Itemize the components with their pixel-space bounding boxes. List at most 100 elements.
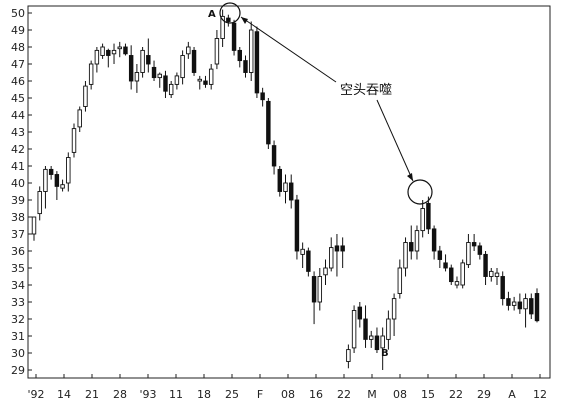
y-tick-label: 39 xyxy=(11,194,25,207)
candle xyxy=(334,234,340,277)
candle xyxy=(254,26,260,98)
x-tick-label: 12 xyxy=(533,388,547,401)
candle xyxy=(77,106,82,132)
candle xyxy=(174,72,180,90)
x-tick-label: 08 xyxy=(393,388,407,401)
candle-body-bullish xyxy=(346,349,351,362)
candle-body-bullish xyxy=(208,68,214,85)
candle xyxy=(420,200,425,238)
x-tick-label: 15 xyxy=(421,388,435,401)
candle-body-bearish xyxy=(443,262,448,269)
x-tick-label: 08 xyxy=(281,388,295,401)
candle-body-bullish xyxy=(174,75,180,85)
y-tick-label: 38 xyxy=(11,211,25,224)
candle xyxy=(226,14,231,27)
x-tick-label: 22 xyxy=(449,388,463,401)
candle-body-bearish xyxy=(237,49,242,62)
candle-body-bullish xyxy=(460,262,465,286)
candle xyxy=(197,75,202,90)
candle xyxy=(306,247,311,277)
candle xyxy=(391,293,397,336)
candle xyxy=(351,305,357,353)
candle xyxy=(60,179,65,192)
candle xyxy=(357,302,363,328)
candle xyxy=(151,60,157,81)
candle xyxy=(163,70,168,98)
candle xyxy=(346,344,351,369)
candle-body-bearish xyxy=(48,168,54,175)
candle xyxy=(271,140,277,175)
x-tick-label: 11 xyxy=(169,388,183,401)
candle-body-bearish xyxy=(449,267,454,283)
candle-body-bullish xyxy=(43,168,48,192)
x-tick-label: '92 xyxy=(27,388,44,401)
annotations: 空头吞噬 A B xyxy=(208,2,433,359)
candle xyxy=(443,254,448,272)
candle xyxy=(260,87,265,107)
candle-body-bullish xyxy=(168,83,174,96)
candle xyxy=(243,55,248,78)
candle xyxy=(517,293,523,314)
candle xyxy=(500,271,505,306)
candle xyxy=(369,330,374,348)
x-tick-label: A xyxy=(508,388,516,401)
candle-body-bearish xyxy=(500,276,505,300)
candle xyxy=(403,237,408,277)
candle xyxy=(71,123,77,158)
candle-body-bearish xyxy=(426,202,431,230)
candle-body-bearish xyxy=(477,245,483,255)
y-tick-label: 37 xyxy=(11,228,25,241)
y-tick-label: 40 xyxy=(11,177,25,190)
candle-body-bullish xyxy=(111,49,117,55)
y-tick-label: 36 xyxy=(11,245,25,258)
candle xyxy=(134,64,140,93)
candle xyxy=(414,225,420,260)
candle-body-bullish xyxy=(77,109,82,128)
candle-body-bullish xyxy=(31,216,37,235)
candle xyxy=(43,166,48,209)
candle xyxy=(140,47,145,78)
candle xyxy=(511,296,517,311)
candle xyxy=(186,41,191,59)
y-tick-label: 46 xyxy=(11,75,25,88)
candle xyxy=(431,225,437,260)
candle-body-bullish xyxy=(197,78,202,82)
candle xyxy=(454,276,460,289)
candle xyxy=(523,293,528,328)
candle xyxy=(311,271,317,325)
candle xyxy=(48,166,54,180)
candle-body-bullish xyxy=(414,230,420,252)
candle-body-bullish xyxy=(494,272,500,277)
candle-body-bullish xyxy=(100,46,105,56)
candle xyxy=(88,60,94,90)
candle-body-bearish xyxy=(277,168,283,192)
candle-body-bullish xyxy=(420,208,425,232)
candle xyxy=(248,21,254,81)
candle-body-bearish xyxy=(243,60,248,73)
candle-body-bearish xyxy=(128,55,134,82)
candle xyxy=(31,216,37,241)
candle-body-bearish xyxy=(231,22,237,51)
candle-body-bullish xyxy=(180,55,185,79)
candle xyxy=(231,19,237,56)
candle xyxy=(180,50,185,85)
y-tick-label: 42 xyxy=(11,143,25,156)
candle xyxy=(83,81,88,112)
candle xyxy=(489,268,494,282)
candle xyxy=(111,43,117,64)
candle xyxy=(506,291,511,311)
x-tick-label: 25 xyxy=(225,388,239,401)
candle-body-bullish xyxy=(391,298,397,320)
candle xyxy=(323,259,328,285)
candle-body-bearish xyxy=(271,145,277,167)
candle xyxy=(266,98,271,149)
candle xyxy=(437,245,443,268)
arrowhead-a xyxy=(241,17,248,24)
y-tick-label: 35 xyxy=(11,262,25,275)
candle-body-bearish xyxy=(106,49,111,56)
y-tick-label: 43 xyxy=(11,126,25,139)
candle xyxy=(294,194,300,260)
candle xyxy=(94,47,100,73)
candle xyxy=(66,152,71,192)
y-tick-label: 44 xyxy=(11,109,25,122)
